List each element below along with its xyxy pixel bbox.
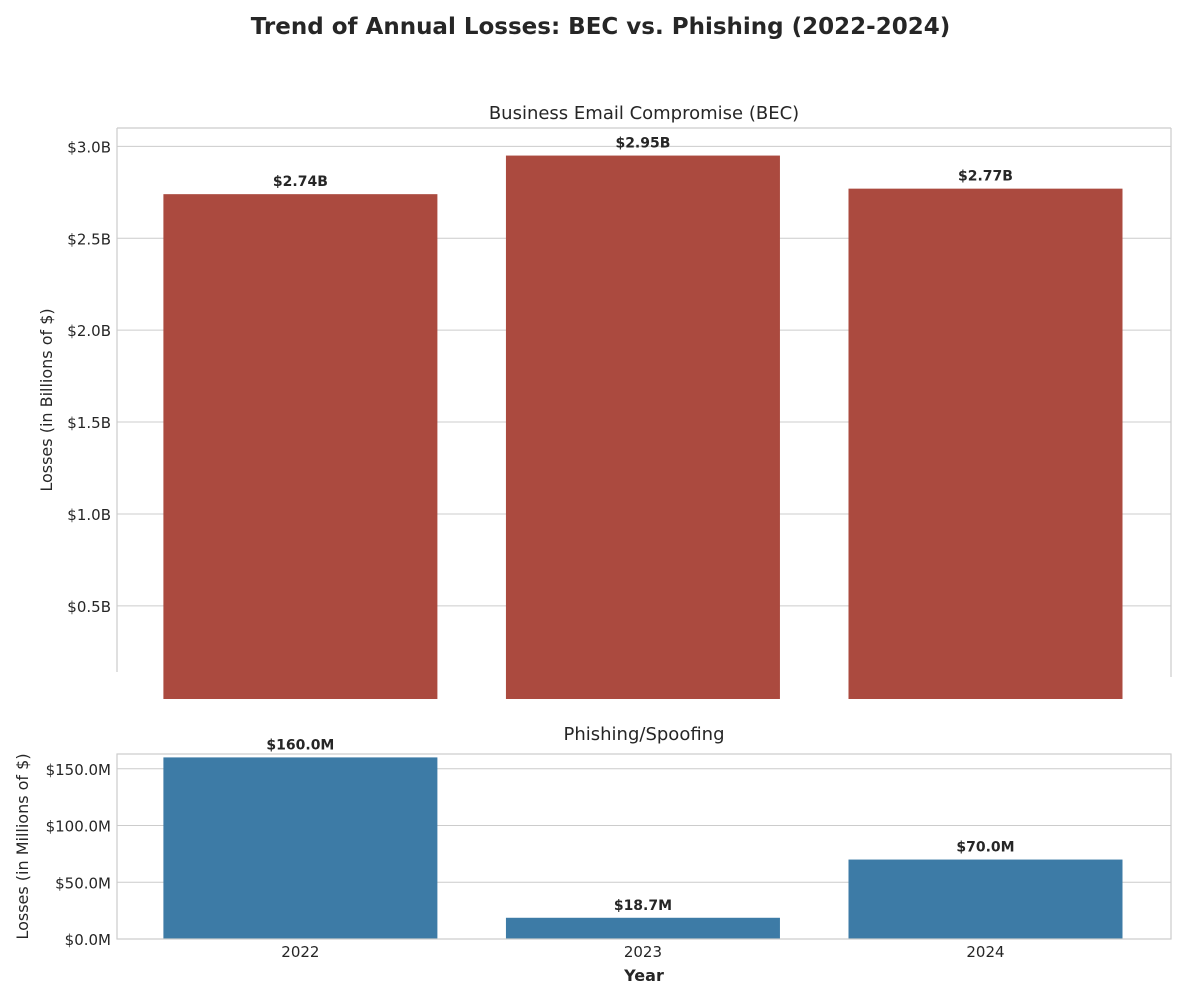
phishing-panel: $0.0M $50.0M $100.0M $150.0M $160.0M 2022 $18.… — [13, 724, 1172, 985]
y-tick-label: $150.0M — [46, 761, 111, 779]
y-tick-label: $2.0B — [67, 322, 111, 340]
y-tick-label: $100.0M — [46, 818, 111, 836]
panel-title: Business Email Compromise (BEC) — [489, 103, 799, 124]
bar — [163, 757, 438, 939]
bar-value-label: $160.0M — [266, 737, 334, 753]
bar-value-label: $2.95B — [615, 136, 670, 152]
bar — [848, 859, 1123, 939]
bar — [163, 194, 438, 699]
y-tick-label: $0.5B — [67, 598, 111, 616]
bar-value-label: $2.77B — [958, 169, 1013, 185]
panel-title: Phishing/Spoofing — [564, 724, 725, 745]
y-tick-label: $1.0B — [67, 506, 111, 524]
y-tick-label: $1.5B — [67, 414, 111, 432]
y-tick-label: $2.5B — [67, 230, 111, 248]
bar — [848, 188, 1123, 699]
figure-title: Trend of Annual Losses: BEC vs. Phishing… — [250, 14, 951, 40]
y-tick-label: $50.0M — [55, 874, 111, 892]
y-tick-label: $3.0B — [67, 138, 111, 156]
y-axis-label: Losses (in Millions of $) — [13, 753, 32, 939]
y-axis-label: Losses (in Billions of $) — [37, 308, 56, 491]
bar — [505, 155, 780, 699]
bar-value-label: $70.0M — [956, 840, 1014, 856]
bar-value-label: $18.7M — [614, 898, 672, 914]
x-tick-label: 2024 — [966, 943, 1004, 961]
axis-frame — [116, 753, 1172, 940]
y-tick-label: $0.0M — [65, 931, 111, 949]
bar-value-label: $2.74B — [273, 174, 328, 190]
bec-panel: $0.5B $1.0B $1.5B $2.0B $2.5B $3.0B $2.74B $2.9… — [37, 103, 1172, 699]
x-tick-label: 2022 — [281, 943, 319, 961]
x-tick-label: 2023 — [624, 943, 662, 961]
x-axis-label: Year — [623, 966, 664, 985]
bar — [505, 917, 780, 939]
